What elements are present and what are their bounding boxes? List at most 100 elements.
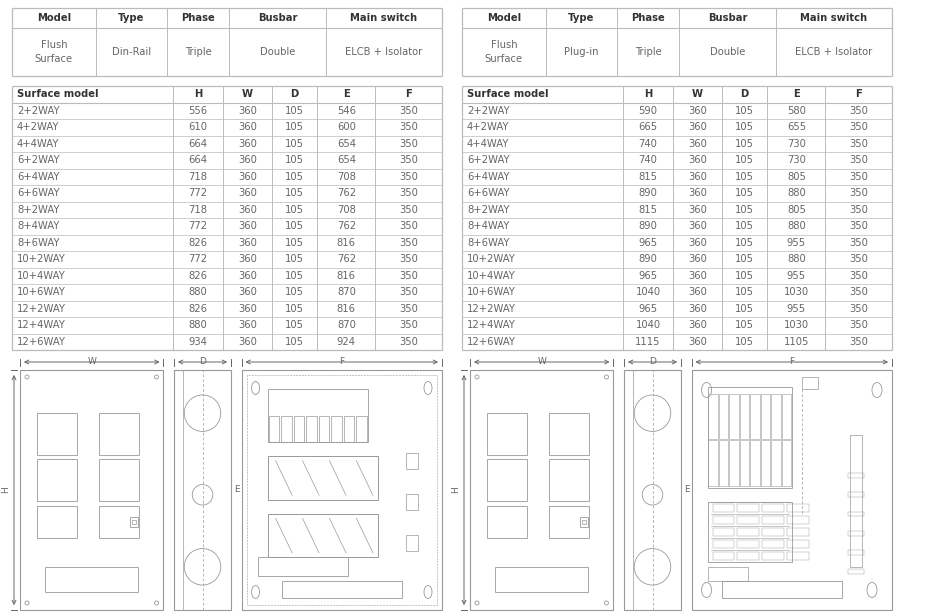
Text: 105: 105 [735, 139, 754, 149]
Text: 105: 105 [735, 188, 754, 198]
Bar [241, 370, 442, 610]
Text: 6+2WAY: 6+2WAY [467, 155, 510, 165]
Bar [99, 459, 139, 501]
Text: 105: 105 [285, 204, 304, 215]
Text: Double: Double [260, 47, 295, 57]
Text: Main switch: Main switch [351, 13, 417, 23]
Text: 360: 360 [238, 122, 257, 132]
Text: 6+2WAY: 6+2WAY [17, 155, 59, 165]
Text: 360: 360 [688, 188, 707, 198]
Bar [281, 581, 401, 598]
Bar [487, 505, 527, 538]
Text: Plug-in: Plug-in [564, 47, 598, 57]
Text: 350: 350 [400, 254, 418, 264]
Text: 826: 826 [189, 271, 207, 281]
Text: 350: 350 [400, 155, 418, 165]
Bar [281, 416, 291, 442]
Text: F: F [405, 89, 412, 99]
Bar [708, 440, 718, 486]
Text: 740: 740 [638, 139, 658, 149]
Text: 1030: 1030 [783, 287, 808, 297]
Text: 816: 816 [337, 304, 356, 314]
Text: 805: 805 [787, 204, 806, 215]
Text: Busbar: Busbar [258, 13, 297, 23]
Bar [37, 505, 78, 538]
Text: 870: 870 [337, 321, 356, 330]
Text: 105: 105 [735, 304, 754, 314]
Text: 105: 105 [735, 155, 754, 165]
Text: 590: 590 [638, 106, 658, 116]
Text: Surface model: Surface model [467, 89, 549, 99]
Text: F: F [856, 89, 862, 99]
Bar [549, 459, 589, 501]
Text: 360: 360 [238, 336, 257, 347]
Text: 105: 105 [285, 155, 304, 165]
Text: 6+6WAY: 6+6WAY [17, 188, 59, 198]
Text: 350: 350 [849, 155, 868, 165]
Bar [99, 505, 139, 538]
Text: 664: 664 [189, 139, 207, 149]
Text: 360: 360 [238, 106, 257, 116]
Bar [740, 394, 749, 439]
Text: 350: 350 [849, 122, 868, 132]
Text: 350: 350 [849, 238, 868, 248]
Text: ELCB + Isolator: ELCB + Isolator [796, 47, 872, 57]
Bar [406, 494, 418, 510]
Bar [580, 517, 587, 527]
Text: 360: 360 [238, 304, 257, 314]
Text: 730: 730 [787, 155, 806, 165]
Text: Main switch: Main switch [800, 13, 868, 23]
Text: 350: 350 [849, 336, 868, 347]
Bar [712, 504, 734, 512]
Text: 350: 350 [400, 221, 418, 231]
Bar [331, 416, 341, 442]
Bar [760, 440, 771, 486]
Text: 350: 350 [849, 106, 868, 116]
Text: 708: 708 [337, 172, 356, 182]
Bar [762, 540, 783, 548]
Bar [267, 514, 377, 557]
Text: 4+2WAY: 4+2WAY [17, 122, 59, 132]
Text: 105: 105 [735, 106, 754, 116]
Text: Surface model: Surface model [17, 89, 98, 99]
Bar [787, 504, 808, 512]
Text: 350: 350 [849, 188, 868, 198]
Bar [712, 552, 734, 560]
Text: 360: 360 [688, 304, 707, 314]
Text: 880: 880 [787, 254, 806, 264]
Bar [20, 370, 164, 610]
Text: 350: 350 [849, 254, 868, 264]
Text: 1040: 1040 [635, 287, 660, 297]
Bar [174, 370, 231, 610]
Bar [848, 530, 864, 535]
Text: Flush
Surface: Flush Surface [485, 40, 523, 64]
Bar [762, 552, 783, 560]
Bar [771, 394, 781, 439]
Text: 350: 350 [849, 271, 868, 281]
Text: 105: 105 [735, 221, 754, 231]
Bar [495, 567, 588, 592]
Text: 350: 350 [400, 321, 418, 330]
Bar [692, 370, 892, 610]
Text: 890: 890 [638, 188, 658, 198]
Text: 826: 826 [189, 238, 207, 248]
Text: 6+4WAY: 6+4WAY [17, 172, 59, 182]
Text: Type: Type [568, 13, 595, 23]
Text: 350: 350 [849, 204, 868, 215]
Text: 360: 360 [688, 321, 707, 330]
Text: 350: 350 [400, 122, 418, 132]
Text: 4+4WAY: 4+4WAY [467, 139, 510, 149]
Text: Phase: Phase [631, 13, 665, 23]
Bar [719, 394, 728, 439]
Text: 12+6WAY: 12+6WAY [467, 336, 516, 347]
Text: D: D [290, 89, 299, 99]
Text: Flush
Surface: Flush Surface [35, 40, 73, 64]
Text: 105: 105 [285, 221, 304, 231]
Bar [719, 440, 728, 486]
Text: 8+4WAY: 8+4WAY [17, 221, 59, 231]
Bar [624, 370, 681, 610]
Text: D: D [649, 357, 656, 366]
Text: 1030: 1030 [783, 321, 808, 330]
Text: 880: 880 [787, 221, 806, 231]
Text: 360: 360 [238, 254, 257, 264]
